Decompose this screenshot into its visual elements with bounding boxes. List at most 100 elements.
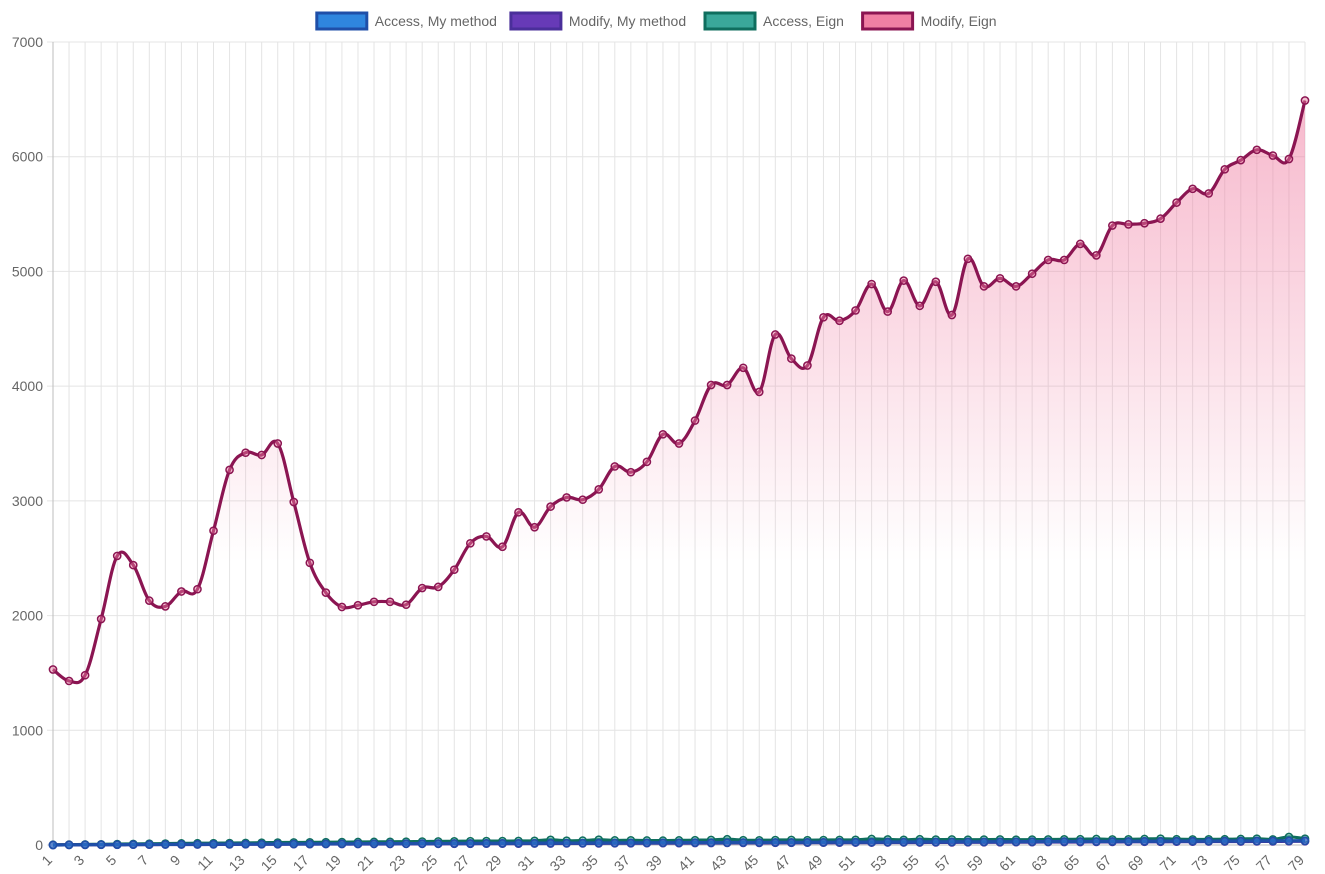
- data-point: [658, 429, 668, 439]
- data-point: [851, 837, 860, 847]
- data-point: [1124, 220, 1133, 229]
- data-point: [1204, 836, 1214, 846]
- x-tick-label: 25: [418, 852, 440, 874]
- data-point: [465, 538, 475, 548]
- data-point: [514, 507, 523, 517]
- data-point: [754, 838, 764, 847]
- data-point: [883, 307, 893, 316]
- data-point: [738, 363, 748, 373]
- data-point: [1156, 836, 1165, 846]
- data-point: [562, 838, 571, 848]
- data-point: [273, 839, 283, 849]
- data-point: [64, 840, 74, 850]
- data-point: [546, 838, 555, 848]
- x-tick-label: 13: [225, 852, 247, 874]
- data-point: [642, 838, 652, 848]
- y-tick-label: 0: [35, 837, 43, 853]
- x-tick-label: 1: [38, 852, 55, 869]
- data-point: [610, 838, 620, 848]
- data-point: [674, 838, 684, 848]
- data-point: [465, 839, 475, 848]
- data-point: [1300, 836, 1310, 846]
- data-point: [1220, 164, 1230, 174]
- x-tick-label: 3: [70, 852, 87, 869]
- data-point: [1075, 239, 1085, 249]
- data-point: [867, 837, 876, 847]
- data-point: [1108, 836, 1117, 846]
- data-point: [770, 838, 780, 847]
- data-point: [931, 277, 941, 287]
- data-point: [209, 526, 218, 536]
- data-point: [385, 839, 395, 848]
- x-tick-label: 53: [867, 852, 889, 874]
- data-point: [1284, 836, 1294, 846]
- data-point: [48, 665, 58, 674]
- data-point: [995, 273, 1005, 283]
- y-tick-label: 1000: [12, 722, 43, 738]
- data-point: [578, 838, 588, 848]
- data-point: [1252, 836, 1262, 846]
- x-tick-label: 77: [1253, 852, 1275, 874]
- data-point: [995, 837, 1005, 847]
- data-point: [257, 450, 267, 460]
- data-point: [289, 497, 299, 507]
- data-point: [1140, 836, 1149, 846]
- x-tick-label: 21: [354, 852, 376, 874]
- data-point: [1043, 837, 1053, 846]
- x-tick-label: 19: [322, 852, 344, 874]
- x-tick-label: 79: [1285, 852, 1307, 874]
- x-tick-label: 63: [1028, 852, 1050, 874]
- data-point: [979, 281, 989, 291]
- data-point: [1188, 836, 1197, 846]
- data-point: [1300, 96, 1310, 105]
- x-tick-label: 29: [482, 852, 504, 874]
- data-point: [401, 839, 411, 848]
- data-point: [1188, 184, 1197, 194]
- data-point: [770, 330, 780, 339]
- data-point: [96, 614, 106, 624]
- x-tick-label: 11: [194, 852, 216, 874]
- data-point: [594, 838, 604, 848]
- data-point: [112, 551, 122, 561]
- data-point: [449, 565, 459, 575]
- data-point: [1236, 836, 1246, 846]
- data-point: [305, 558, 315, 568]
- legend-swatch: [315, 11, 369, 31]
- data-point: [241, 448, 250, 458]
- data-point: [835, 837, 844, 847]
- data-point: [482, 838, 491, 848]
- data-point: [161, 602, 170, 611]
- x-tick-label: 9: [167, 852, 184, 869]
- data-point: [722, 380, 732, 390]
- data-point: [819, 312, 828, 322]
- x-tick-label: 59: [964, 852, 986, 874]
- data-point: [1091, 251, 1101, 260]
- data-point: [867, 279, 876, 289]
- x-tick-label: 47: [771, 852, 793, 874]
- x-tick-label: 23: [386, 852, 408, 874]
- data-point: [1075, 837, 1085, 846]
- x-tick-label: 5: [102, 852, 119, 869]
- data-point: [803, 837, 812, 847]
- y-tick-label: 5000: [12, 263, 43, 279]
- x-tick-label: 71: [1156, 852, 1178, 874]
- data-point: [321, 588, 331, 597]
- data-point: [96, 840, 106, 850]
- data-point: [530, 522, 539, 532]
- series-line-access-my-method: [52, 839, 1306, 847]
- data-point: [241, 839, 250, 849]
- legend-label: Modify, Eign: [921, 13, 997, 29]
- data-point: [787, 838, 796, 847]
- legend-label: Modify, My method: [569, 13, 686, 29]
- data-point: [353, 839, 363, 849]
- data-point: [626, 838, 636, 848]
- data-point: [931, 837, 941, 847]
- x-tick-label: 33: [546, 852, 568, 874]
- data-point: [1027, 837, 1037, 846]
- data-point: [80, 840, 90, 850]
- x-tick-label: 67: [1092, 852, 1114, 874]
- data-point: [48, 840, 58, 850]
- x-tick-label: 51: [835, 852, 857, 874]
- x-tick-label: 35: [579, 852, 601, 874]
